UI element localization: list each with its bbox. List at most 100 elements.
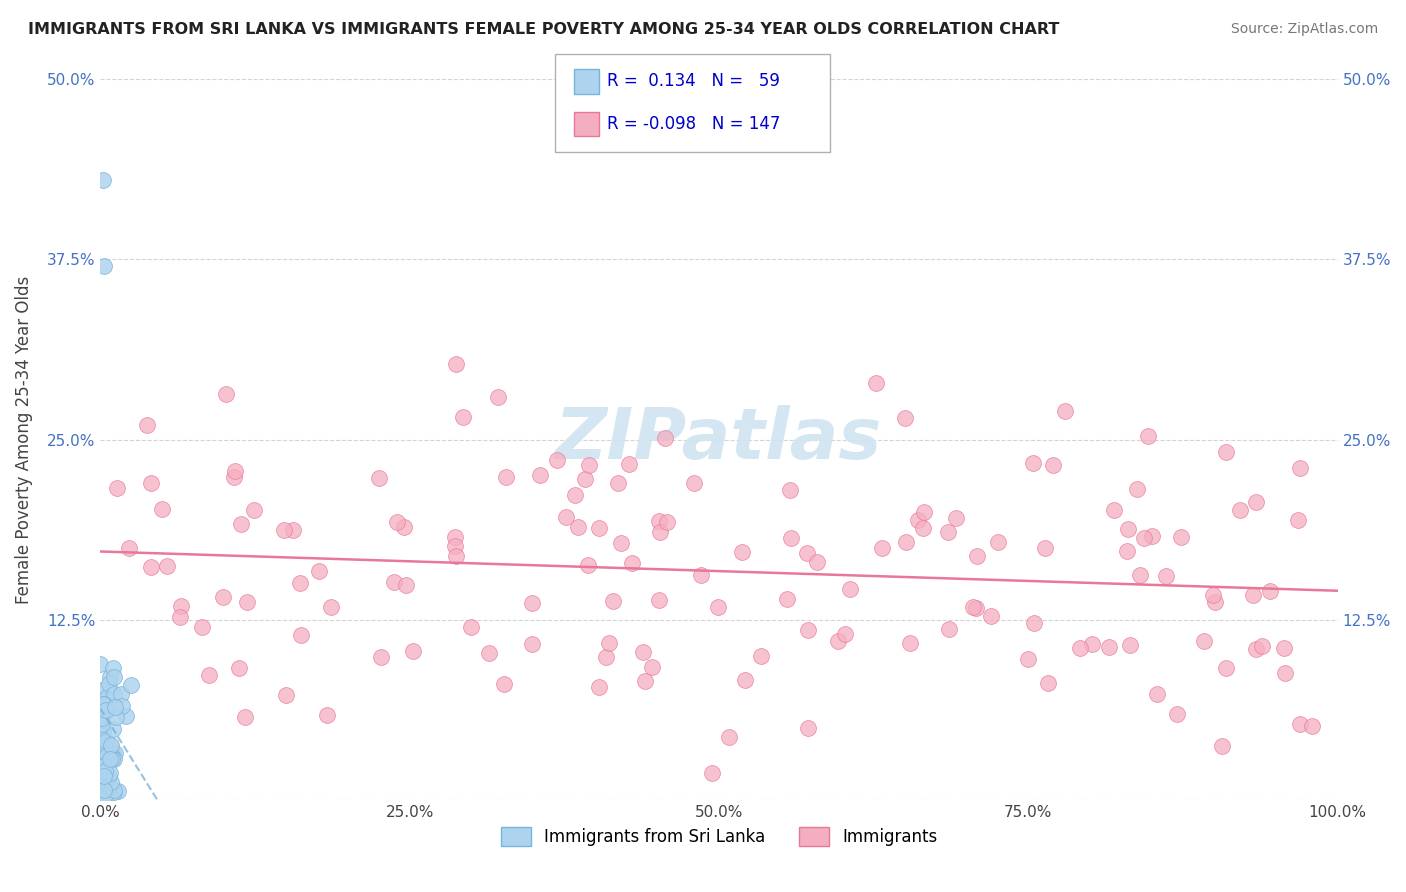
Point	[650, 525, 672, 540]
Point	[101, 723, 124, 737]
Point	[780, 531, 803, 545]
Point	[1286, 513, 1309, 527]
Point	[588, 521, 610, 535]
Point	[606, 476, 628, 491]
Point	[495, 470, 517, 484]
Point	[912, 521, 935, 535]
Point	[907, 513, 929, 527]
Point	[1215, 660, 1237, 674]
Point	[94, 703, 117, 717]
Point	[229, 517, 252, 532]
Point	[243, 502, 266, 516]
Point	[97, 769, 120, 783]
Point	[648, 514, 671, 528]
Point	[936, 525, 959, 540]
Point	[564, 488, 586, 502]
Point	[446, 357, 468, 371]
Point	[319, 599, 342, 614]
Point	[602, 594, 624, 608]
Point	[1229, 503, 1251, 517]
Point	[103, 782, 125, 797]
Point	[100, 739, 122, 753]
Point	[236, 595, 259, 609]
Point	[97, 780, 120, 794]
Point	[621, 556, 644, 570]
Point	[90, 756, 112, 771]
Point	[707, 599, 730, 614]
Point	[94, 788, 117, 802]
Point	[91, 754, 114, 768]
Point	[595, 649, 617, 664]
Point	[114, 709, 136, 723]
Point	[103, 670, 125, 684]
Point	[1301, 719, 1323, 733]
Point	[1250, 639, 1272, 653]
Point	[367, 471, 389, 485]
Point	[107, 784, 129, 798]
Point	[578, 458, 600, 473]
Point	[150, 501, 173, 516]
Point	[478, 646, 501, 660]
Point	[101, 661, 124, 675]
Point	[387, 515, 409, 529]
Text: R =  0.134   N =   59: R = 0.134 N = 59	[607, 72, 780, 90]
Point	[1289, 716, 1312, 731]
Point	[865, 376, 887, 390]
Point	[494, 677, 516, 691]
Point	[93, 697, 115, 711]
Point	[1116, 544, 1139, 558]
Point	[683, 475, 706, 490]
Legend: Immigrants from Sri Lanka, Immigrants: Immigrants from Sri Lanka, Immigrants	[494, 821, 943, 853]
Point	[806, 555, 828, 569]
Point	[1192, 633, 1215, 648]
Point	[444, 549, 467, 563]
Point	[1146, 687, 1168, 701]
Text: R = -0.098   N = 147: R = -0.098 N = 147	[607, 115, 780, 133]
Point	[96, 746, 118, 760]
Point	[101, 747, 124, 762]
Point	[690, 567, 713, 582]
Point	[1140, 529, 1163, 543]
Text: ZIPatlas: ZIPatlas	[555, 405, 883, 474]
Point	[1038, 676, 1060, 690]
Point	[93, 260, 115, 274]
Point	[197, 668, 219, 682]
Point	[779, 483, 801, 497]
Point	[460, 620, 482, 634]
Point	[105, 481, 128, 495]
Point	[1133, 531, 1156, 545]
Point	[308, 565, 330, 579]
Point	[382, 575, 405, 590]
Point	[1080, 636, 1102, 650]
Point	[870, 541, 893, 556]
Point	[91, 697, 114, 711]
Point	[215, 386, 238, 401]
Point	[1204, 595, 1226, 609]
Point	[657, 515, 679, 529]
Point	[598, 636, 620, 650]
Point	[938, 622, 960, 636]
Point	[110, 687, 132, 701]
Point	[100, 752, 122, 766]
Point	[1211, 739, 1233, 753]
Point	[98, 669, 121, 683]
Point	[1098, 640, 1121, 655]
Point	[796, 623, 818, 637]
Point	[228, 661, 250, 675]
Point	[980, 609, 1002, 624]
Point	[1069, 641, 1091, 656]
Point	[567, 520, 589, 534]
Point	[98, 752, 121, 766]
Text: Source: ZipAtlas.com: Source: ZipAtlas.com	[1230, 22, 1378, 37]
Point	[100, 775, 122, 789]
Point	[233, 710, 256, 724]
Point	[1042, 458, 1064, 472]
Point	[546, 453, 568, 467]
Point	[94, 756, 117, 771]
Point	[731, 545, 754, 559]
Point	[90, 708, 112, 723]
Point	[316, 708, 339, 723]
Point	[734, 673, 756, 687]
Point	[1274, 665, 1296, 680]
Point	[94, 764, 117, 779]
